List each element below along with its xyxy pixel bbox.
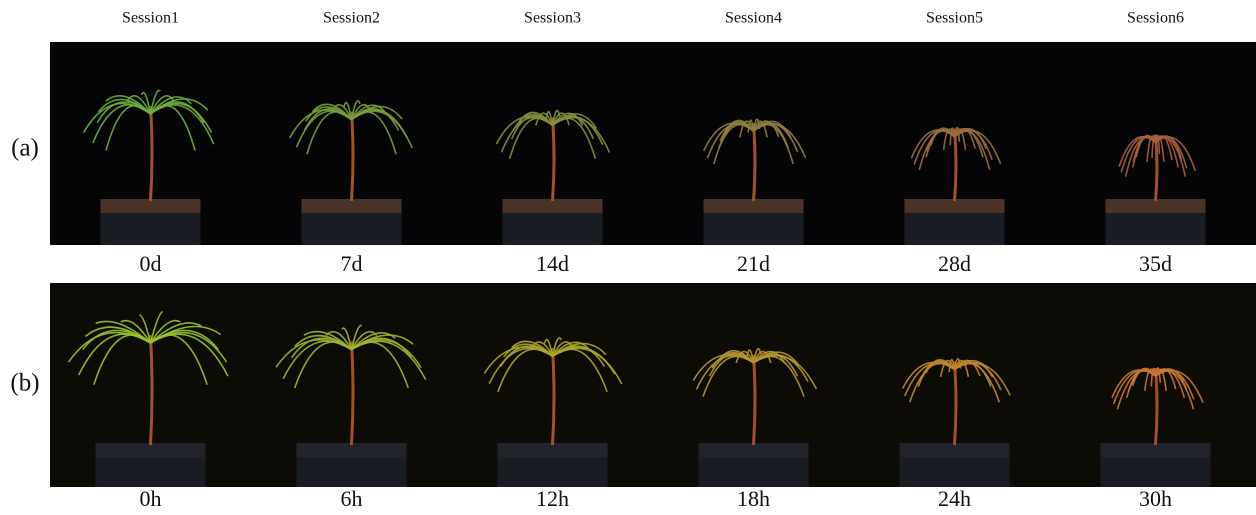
time-label: 28d [938,251,971,276]
stem [151,335,153,445]
time-label: 24h [938,486,971,511]
stem [553,348,555,445]
time-label: 0d [140,251,162,276]
soil [1106,199,1206,213]
soil [498,443,608,457]
session-header: Session2 [323,10,380,27]
session-header: Session4 [725,10,782,27]
soil [101,199,201,213]
photo [1055,42,1256,245]
photo [50,283,252,487]
photo [653,42,855,245]
soil [900,443,1010,457]
session-header: Session1 [122,10,179,27]
time-label: 35d [1139,251,1172,276]
photo [854,42,1056,245]
time-label: 21d [737,251,770,276]
soil [96,443,206,457]
soil [1101,443,1211,457]
photo [1055,283,1256,487]
session-header: Session6 [1127,10,1184,27]
soil [503,199,603,213]
stem [352,112,354,201]
stem [1156,368,1158,445]
time-label: 12h [536,486,569,511]
photo [251,42,453,245]
soil [704,199,804,213]
stem [1156,135,1158,202]
photo [452,283,654,487]
photo [50,42,252,245]
soil [297,443,407,457]
row-label: (b) [10,370,39,397]
soil [302,199,402,213]
stem [352,342,354,445]
stem [754,123,756,201]
stem [151,106,153,201]
soil [905,199,1005,213]
time-label: 30h [1139,486,1172,511]
stem [754,355,756,445]
session-header: Session5 [926,10,983,27]
time-label: 0h [140,486,162,511]
stem [955,361,957,445]
time-label: 7d [341,251,363,276]
stem [955,129,957,201]
photo [452,42,654,245]
figure: Session1 Session2 Session3 Session4 Session5… [0,0,1256,515]
photo [653,283,855,487]
stem [553,117,555,201]
session-header: Session3 [524,10,581,27]
soil [699,443,809,457]
photo [854,283,1056,487]
photo [251,283,453,487]
time-label: 6h [341,486,363,511]
row-label: (a) [11,135,39,162]
time-label: 14d [536,251,569,276]
time-label: 18h [737,486,770,511]
